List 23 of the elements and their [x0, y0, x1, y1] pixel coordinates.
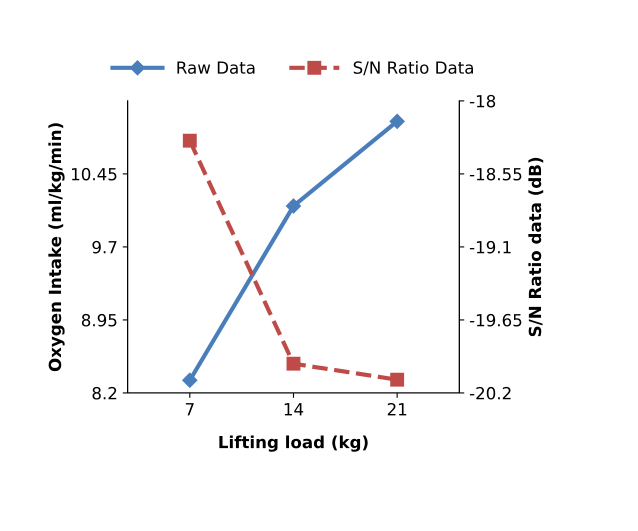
x-tick-label: 7	[186, 403, 194, 416]
y-tick-label: 8.2	[92, 386, 116, 400]
point	[182, 134, 197, 148]
x-tick-label: 21	[388, 402, 406, 416]
point	[182, 372, 198, 388]
y-tick-label: 8.95	[82, 314, 116, 326]
point	[286, 356, 300, 371]
legend-label: S/N Ratio Data	[354, 61, 473, 76]
x-tick-label: 14	[284, 403, 304, 416]
point	[390, 372, 404, 387]
y-tick-label: 9.7	[92, 240, 116, 254]
point	[286, 198, 302, 214]
y-tick-label: 10.45	[72, 168, 116, 180]
y2-tick-label: -19.65	[470, 314, 522, 326]
y-axis-title: Oxygen Intake (ml/kg/min)	[48, 123, 65, 372]
x-axis-title: Lifting load (kg)	[219, 435, 368, 452]
y2-tick-label: -18	[470, 94, 496, 108]
point	[390, 114, 405, 129]
legend-label: Raw Data	[177, 62, 254, 74]
y2-tick-label: -20.2	[470, 386, 511, 400]
y2-tick-label: -18.55	[470, 168, 522, 180]
y2-axis-title: S/N Ratio data (dB)	[528, 158, 544, 336]
y2-tick-label: -19.1	[470, 240, 511, 254]
